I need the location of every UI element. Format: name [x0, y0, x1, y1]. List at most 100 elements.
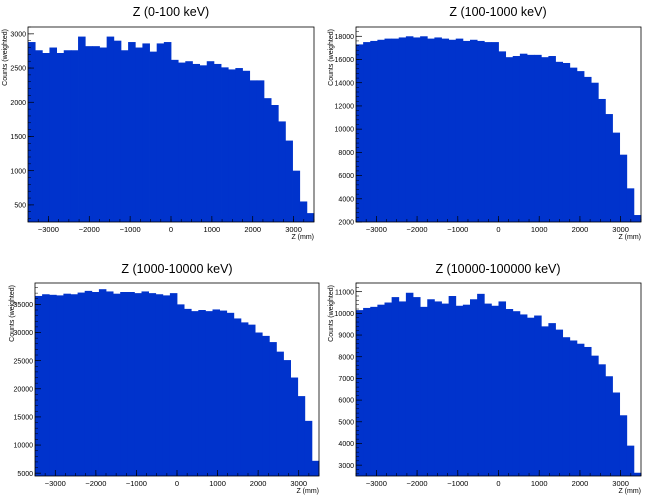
histogram-bin: [78, 36, 86, 222]
panel-title: Z (1000-10000 keV): [121, 262, 232, 276]
histogram-bin: [84, 290, 93, 476]
histogram-bin: [505, 57, 514, 223]
histogram-bin: [398, 301, 407, 476]
y-tick-label: 500: [14, 202, 26, 209]
histogram-bin: [213, 63, 222, 223]
x-tick-label: 2000: [244, 225, 261, 234]
x-tick-label: 3000: [612, 479, 629, 488]
x-tick-label: 2000: [250, 479, 267, 488]
histogram-bin: [306, 213, 315, 222]
histogram-bin: [626, 188, 635, 222]
histogram-bin: [491, 42, 499, 223]
histogram-bin: [35, 295, 43, 476]
histogram-bin: [185, 61, 193, 223]
panel-title: Z (100-1000 keV): [449, 5, 546, 19]
x-tick-label: 2000: [572, 479, 589, 488]
histogram-bin: [448, 39, 457, 222]
y-tick-label: 25000: [14, 358, 34, 365]
x-axis-label: Z (mm): [618, 234, 641, 241]
y-tick-label: 7000: [338, 376, 354, 383]
histogram-bin: [292, 170, 301, 222]
histogram-bin: [235, 68, 243, 222]
histogram-bin: [512, 56, 521, 222]
histogram-bin: [519, 53, 528, 223]
histogram-bin: [377, 304, 385, 476]
histogram-bin: [311, 460, 320, 476]
histogram-bin: [455, 38, 464, 222]
x-tick-label: −1000: [126, 479, 147, 488]
histogram-bin: [184, 308, 192, 476]
histogram-bin: [199, 65, 208, 222]
x-tick-label: 0: [175, 479, 179, 488]
histogram-bin: [420, 36, 428, 222]
y-tick-label: 9000: [338, 333, 354, 340]
y-tick-label: 20000: [14, 386, 34, 393]
y-axis-label: Counts (weighted): [328, 285, 335, 342]
x-tick-label: 1000: [204, 225, 221, 234]
y-tick-label: 11000: [335, 289, 354, 296]
histogram-bin: [198, 310, 206, 476]
x-tick-label: −3000: [38, 225, 59, 234]
histogram-bin: [462, 40, 471, 223]
histogram-bin: [49, 47, 57, 222]
histogram-bin: [99, 47, 108, 222]
histogram-bin: [548, 323, 556, 476]
histogram-bin: [219, 310, 228, 476]
histogram-bin: [470, 299, 478, 476]
histogram-bin: [242, 70, 251, 222]
y-tick-label: 1500: [10, 134, 26, 141]
histogram-bin: [297, 396, 306, 476]
histogram-bin: [233, 318, 242, 476]
histogram-bin: [248, 324, 256, 476]
y-tick-label: 15000: [14, 415, 34, 422]
histogram-bin: [35, 50, 43, 223]
histogram-bin: [70, 294, 78, 476]
histogram-bin: [276, 351, 284, 476]
histogram-bin: [512, 311, 521, 476]
y-tick-label: 8000: [338, 150, 354, 157]
y-tick-label: 14000: [335, 80, 355, 87]
y-tick-label: 35000: [14, 302, 34, 309]
y-tick-label: 10000: [335, 311, 355, 318]
histogram-bin: [363, 307, 371, 476]
x-tick-label: 0: [496, 479, 500, 488]
histogram-bin: [484, 42, 492, 223]
x-axis-label: Z (mm): [618, 488, 641, 495]
histogram-bin: [612, 392, 621, 476]
histogram-bin: [448, 296, 457, 476]
histogram-bin: [527, 317, 535, 476]
histogram-bin: [498, 301, 507, 476]
x-tick-label: −2000: [407, 479, 428, 488]
histogram-bin: [49, 294, 57, 476]
y-axis-label: Counts (weighted): [328, 29, 335, 86]
histogram-bin: [148, 293, 157, 476]
histogram-bin: [370, 40, 378, 223]
y-tick-label: 3000: [338, 463, 354, 470]
histogram-bin: [205, 311, 213, 476]
histogram-bin: [505, 309, 514, 476]
histogram-bin: [455, 305, 464, 476]
histogram-bin: [85, 46, 93, 222]
histogram-bin: [605, 114, 613, 222]
histogram-bin: [370, 306, 378, 476]
y-tick-label: 10000: [335, 127, 355, 134]
histogram-bin: [91, 292, 100, 476]
histogram-panel-1: Z (0-100 keV) −3000 −2000 −1000 0 1000 2000 300…: [2, 5, 315, 241]
y-tick-label: 5000: [17, 471, 33, 478]
histogram-bin: [413, 37, 421, 223]
histogram-bin: [462, 304, 471, 476]
histogram-bin: [519, 314, 528, 476]
x-tick-label: −3000: [45, 479, 66, 488]
panel-title: Z (0-100 keV): [133, 5, 209, 19]
x-tick-label: 0: [496, 225, 500, 234]
x-tick-label: 1000: [531, 225, 548, 234]
y-tick-label: 12000: [335, 104, 355, 111]
y-tick-label: 2000: [338, 220, 354, 227]
histogram-bin: [405, 36, 414, 222]
histogram-bin: [192, 63, 200, 223]
histogram-bin: [256, 80, 265, 223]
histogram-bin: [555, 61, 564, 222]
histogram-bin: [63, 293, 71, 476]
histogram-bin: [304, 420, 313, 476]
histogram-bin: [470, 39, 478, 222]
